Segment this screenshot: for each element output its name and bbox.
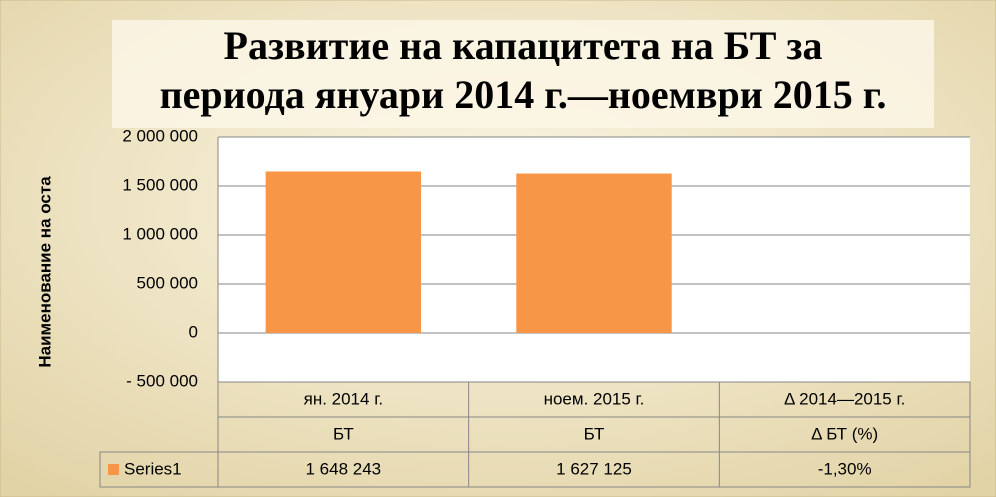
y-tick-label: 2 000 000 <box>122 126 198 145</box>
data-label: -1,30% <box>818 459 872 478</box>
bar <box>516 173 672 333</box>
y-tick-label: 1 000 000 <box>122 224 198 243</box>
y-tick-label: 0 <box>189 322 198 341</box>
y-axis-label: Наименование на оста <box>35 176 54 368</box>
legend-key <box>108 464 119 475</box>
legend-label: Series1 <box>124 459 182 478</box>
x-subcategory-label: Δ БТ (%) <box>811 424 878 443</box>
y-tick-label: 1 500 000 <box>122 175 198 194</box>
x-tick-label: ян. 2014 г. <box>304 389 383 408</box>
title-box <box>112 20 934 128</box>
y-tick-label: 500 000 <box>137 273 198 292</box>
chart-title: периода януари 2014 г.—ноември 2015 г. <box>160 72 887 117</box>
bar <box>265 171 422 333</box>
data-table <box>217 381 971 488</box>
x-subcategory-label: БТ <box>584 424 605 443</box>
y-tick-label: - 500 000 <box>126 371 198 390</box>
legend-cell <box>99 451 219 488</box>
x-subcategory-label: БТ <box>333 424 354 443</box>
data-label: 1 648 243 <box>306 459 382 478</box>
x-tick-label: Δ 2014—2015 г. <box>784 389 905 408</box>
x-tick-label: ноем. 2015 г. <box>544 389 645 408</box>
data-label: 1 627 125 <box>556 459 632 478</box>
chart-title: Развитие на капацитета на БТ за <box>224 23 823 68</box>
